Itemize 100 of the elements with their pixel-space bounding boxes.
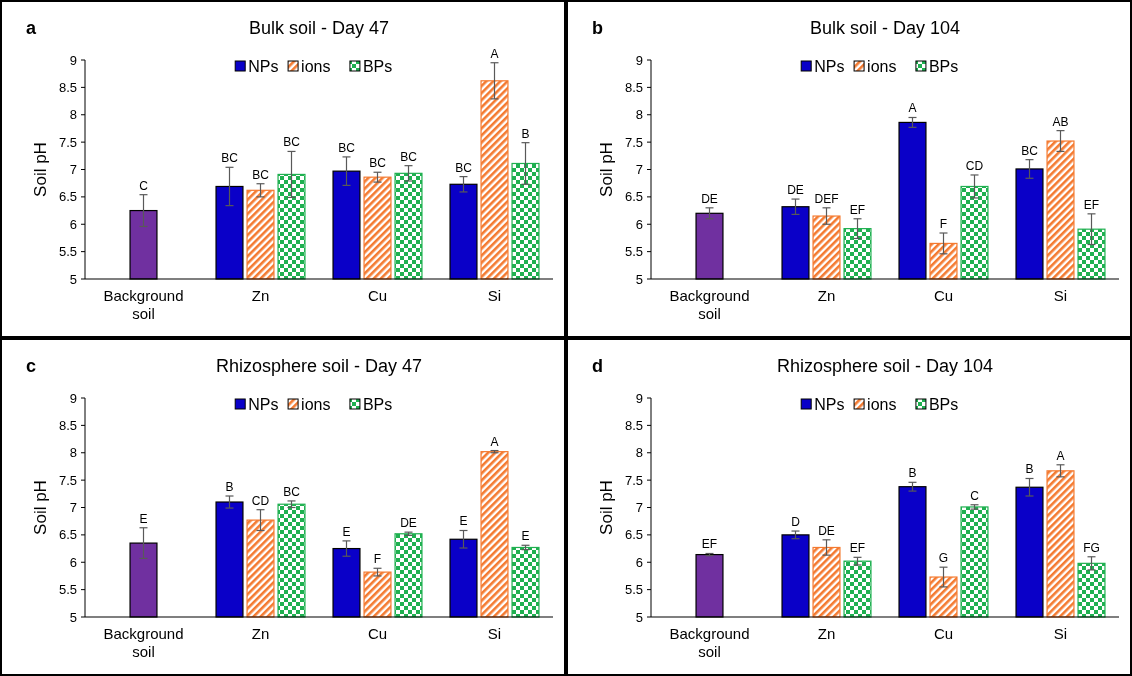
data-label: C (139, 178, 149, 193)
data-label: CD (251, 493, 270, 508)
data-label: DE (701, 191, 718, 206)
y-tick-label: 8.5 (624, 79, 643, 95)
legend-label: ions (867, 395, 897, 413)
y-tick-label: 7.5 (624, 134, 643, 150)
data-label: F (373, 552, 382, 567)
data-label: A (490, 46, 499, 61)
x-tick-label: Si (1053, 287, 1068, 304)
y-axis-title: Soil pH (31, 142, 50, 197)
chart-title: Rhizosphere soil - Day 47 (215, 356, 423, 376)
y-tick-label: 7.5 (58, 134, 77, 150)
chart-title: Bulk soil - Day 104 (809, 18, 961, 38)
data-label: E (521, 529, 530, 544)
y-tick-label: 6.5 (624, 189, 643, 205)
text: c (26, 356, 37, 376)
y-tick-label: 6 (69, 216, 77, 232)
y-tick-label: 8 (69, 445, 77, 461)
y-tick-label: 7 (635, 162, 643, 177)
data-label: BC (1021, 143, 1039, 158)
data-label: E (342, 524, 351, 539)
y-tick-label: 7 (635, 500, 643, 515)
legend-label: NPs (814, 57, 845, 75)
text: d (592, 356, 603, 376)
x-tick-label: Zn (251, 625, 270, 642)
data-label: DE (400, 516, 417, 531)
x-tick-label: Cu (933, 287, 954, 304)
y-tick-label: 5.5 (58, 582, 77, 598)
chart-title: Rhizosphere soil - Day 104 (776, 356, 994, 376)
data-label: BC (283, 484, 301, 499)
data-label: G (938, 551, 949, 566)
y-tick-label: 8 (69, 107, 77, 123)
y-tick-label: 5 (635, 271, 643, 287)
data-label: EF (701, 537, 718, 552)
y-tick-label: 6.5 (624, 527, 643, 543)
data-label: DE (787, 183, 804, 198)
legend-label: BPs (928, 395, 959, 413)
y-tick-label: 6 (635, 216, 643, 232)
y-axis-title: Soil pH (597, 480, 616, 535)
data-label: B (908, 466, 917, 481)
data-label: BC (338, 140, 356, 155)
data-label: DEF (814, 191, 839, 206)
data-label: D (791, 515, 801, 530)
y-tick-label: 5.5 (624, 244, 643, 260)
y-tick-label: 6 (635, 554, 643, 570)
legend-label: ions (301, 57, 331, 75)
data-label: BC (400, 149, 418, 164)
x-tick-label: Zn (817, 287, 836, 304)
data-label: E (459, 514, 468, 529)
x-tick-label: Background soil (669, 287, 750, 322)
data-label: A (908, 101, 917, 116)
y-tick-label: 8 (635, 107, 643, 123)
y-tick-label: 8.5 (58, 79, 77, 95)
data-label: BC (283, 135, 301, 150)
data-label: B (521, 126, 530, 141)
x-tick-label: Si (1053, 625, 1068, 642)
y-tick-label: 5 (635, 609, 643, 625)
legend-label: NPs (248, 395, 279, 413)
data-label: EF (1083, 197, 1100, 212)
y-tick-label: 9 (69, 52, 77, 68)
data-label: F (939, 217, 948, 232)
data-label: BC (221, 151, 239, 166)
data-label: A (490, 434, 499, 449)
legend-label: NPs (248, 57, 279, 75)
legend-label: NPs (814, 395, 845, 413)
data-label: DE (818, 523, 835, 538)
data-label: EF (849, 202, 866, 217)
data-label: CD (965, 158, 984, 173)
y-axis-title: Soil pH (31, 480, 50, 535)
data-label: EF (849, 541, 866, 556)
data-label: AB (1052, 114, 1069, 129)
x-tick-label: Si (487, 287, 502, 304)
data-label: FG (1083, 540, 1100, 555)
y-tick-label: 9 (635, 390, 643, 406)
y-tick-label: 6 (69, 554, 77, 570)
x-tick-label: Background soil (103, 287, 184, 322)
x-tick-label: Zn (251, 287, 270, 304)
y-tick-label: 8.5 (624, 417, 643, 433)
data-label: B (225, 480, 234, 494)
y-tick-label: 6.5 (58, 527, 77, 543)
y-tick-label: 7.5 (58, 472, 77, 488)
chart-title: Bulk soil - Day 47 (248, 18, 390, 38)
data-label: BC (369, 156, 387, 171)
y-tick-label: 5 (69, 271, 77, 287)
y-tick-label: 6.5 (58, 189, 77, 205)
x-tick-label: Cu (367, 287, 388, 304)
text: b (592, 18, 603, 38)
legend-label: ions (867, 57, 897, 75)
legend-label: BPs (362, 57, 393, 75)
legend-label: BPs (928, 57, 959, 75)
y-tick-label: 9 (69, 390, 77, 406)
text: a (26, 18, 37, 38)
data-label: C (970, 488, 980, 503)
x-tick-label: Si (487, 625, 502, 642)
data-label: A (1056, 448, 1065, 463)
x-tick-label: Cu (367, 625, 388, 642)
y-tick-label: 7.5 (624, 472, 643, 488)
x-tick-label: Cu (933, 625, 954, 642)
data-label: BC (252, 167, 270, 182)
legend-label: ions (301, 395, 331, 413)
